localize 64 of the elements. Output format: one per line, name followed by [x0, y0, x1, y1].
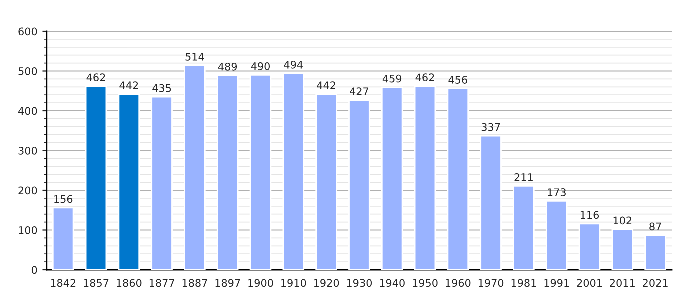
data-label: 514 — [186, 53, 204, 61]
bar — [644, 234, 666, 270]
data-label: 489 — [218, 62, 238, 71]
data-label: 116 — [580, 211, 600, 220]
bar — [612, 228, 634, 270]
data-label: 442 — [120, 82, 138, 90]
data-label: 494 — [284, 60, 304, 69]
bar — [151, 96, 173, 270]
data-label: 456 — [448, 76, 468, 84]
bar — [414, 86, 436, 270]
data-label: 156 — [54, 195, 73, 204]
x-tick-label: 1981 — [512, 279, 536, 288]
bar — [250, 74, 272, 270]
x-tick-label: 2011 — [610, 279, 635, 288]
x-tick-label: 1887 — [182, 279, 208, 288]
x-tick-label: 1950 — [413, 279, 438, 288]
data-label: 173 — [548, 188, 566, 196]
x-tick-label: 1920 — [314, 279, 340, 288]
x-tick-label: 1900 — [248, 279, 274, 288]
bar — [316, 94, 338, 270]
bar — [184, 64, 206, 270]
bar — [216, 74, 239, 270]
bar — [480, 135, 502, 270]
x-tick-label: 1842 — [51, 279, 76, 288]
y-tick-label: 100 — [19, 226, 38, 234]
bar — [348, 100, 370, 270]
bar — [578, 223, 601, 270]
data-label: 337 — [482, 123, 500, 132]
data-label: 459 — [382, 74, 402, 83]
data-label: 211 — [514, 173, 533, 182]
data-label: 102 — [614, 216, 632, 225]
x-tick-label: 1857 — [84, 279, 109, 288]
y-tick-label: 600 — [18, 28, 38, 36]
y-tick-label: 400 — [18, 107, 38, 116]
bar — [513, 185, 535, 270]
x-tick-label: 1897 — [216, 279, 240, 288]
x-tick-label: 1930 — [347, 279, 372, 288]
x-tick-label: 2001 — [577, 279, 602, 288]
data-label: 435 — [152, 84, 172, 92]
data-label: 87 — [650, 222, 662, 231]
x-tick-label: 1910 — [282, 279, 306, 288]
x-tick-label: 1960 — [446, 279, 471, 288]
bar — [52, 207, 74, 270]
bar — [447, 88, 470, 270]
x-tick-label: 2021 — [643, 279, 668, 288]
bar — [381, 86, 404, 270]
y-tick-label: 300 — [18, 146, 38, 155]
data-label: 462 — [86, 74, 106, 82]
y-tick-label: 200 — [18, 186, 38, 195]
bar — [118, 94, 140, 270]
x-tick-label: 1970 — [478, 279, 504, 288]
x-tick-label: 1877 — [150, 279, 174, 288]
bar — [546, 200, 568, 270]
y-tick-label: 0 — [32, 266, 38, 274]
y-tick-label: 500 — [18, 67, 38, 76]
bar — [85, 86, 108, 270]
x-tick-label: 1860 — [117, 279, 142, 288]
data-label: 462 — [416, 74, 434, 82]
data-label: 427 — [350, 88, 368, 96]
x-tick-label: 1940 — [380, 279, 405, 288]
data-label: 490 — [251, 62, 270, 70]
bar — [282, 72, 305, 270]
x-tick-label: 1991 — [544, 279, 570, 288]
data-label: 442 — [317, 82, 336, 90]
